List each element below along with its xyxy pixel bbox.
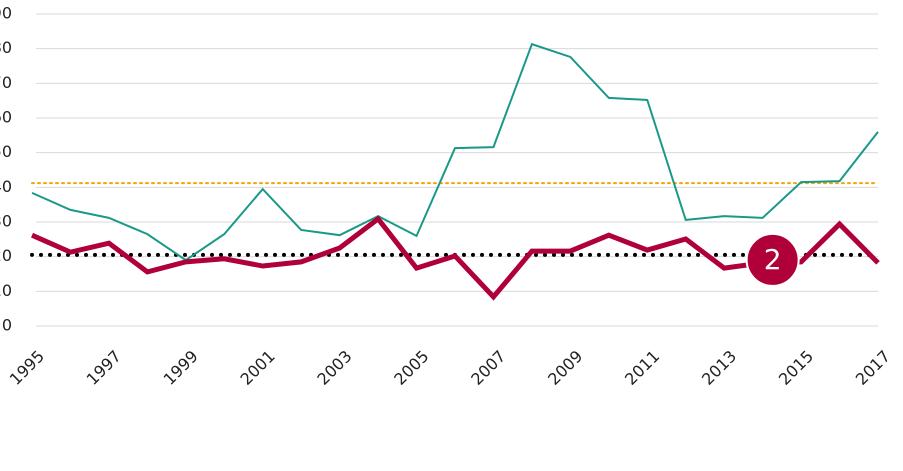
- x-tick-label: 2013: [698, 347, 740, 389]
- x-tick-label: 2005: [390, 347, 432, 389]
- series-line: [30, 215, 880, 301]
- x-tick-label: 2007: [467, 347, 509, 389]
- x-tick-label: 2009: [544, 347, 586, 389]
- x-tick-label: 1995: [6, 347, 48, 389]
- y-tick-label: 60: [0, 108, 12, 127]
- series-line: [31, 42, 879, 262]
- x-tick-label: 2001: [237, 347, 279, 389]
- y-tick-label: 40: [0, 177, 12, 196]
- y-tick-label: 20: [0, 246, 12, 265]
- y-tick-label: 90: [0, 4, 12, 23]
- y-tick-label: 0: [2, 316, 12, 335]
- annotation-text: 2: [764, 243, 782, 276]
- x-tick-label: 2011: [621, 347, 663, 389]
- y-tick-label: 70: [0, 73, 12, 92]
- x-tick-label: 2017: [852, 347, 894, 389]
- x-tick-label: 1997: [83, 347, 125, 389]
- x-tick-label: 1999: [160, 347, 202, 389]
- x-tick-label: 2015: [775, 347, 817, 389]
- y-tick-label: 80: [0, 38, 12, 57]
- x-tick-label: 2003: [313, 347, 355, 389]
- y-tick-label: 30: [0, 212, 12, 231]
- annotation-badge: [745, 232, 800, 287]
- y-tick-label: 10: [0, 281, 12, 300]
- y-tick-label: 50: [0, 142, 12, 161]
